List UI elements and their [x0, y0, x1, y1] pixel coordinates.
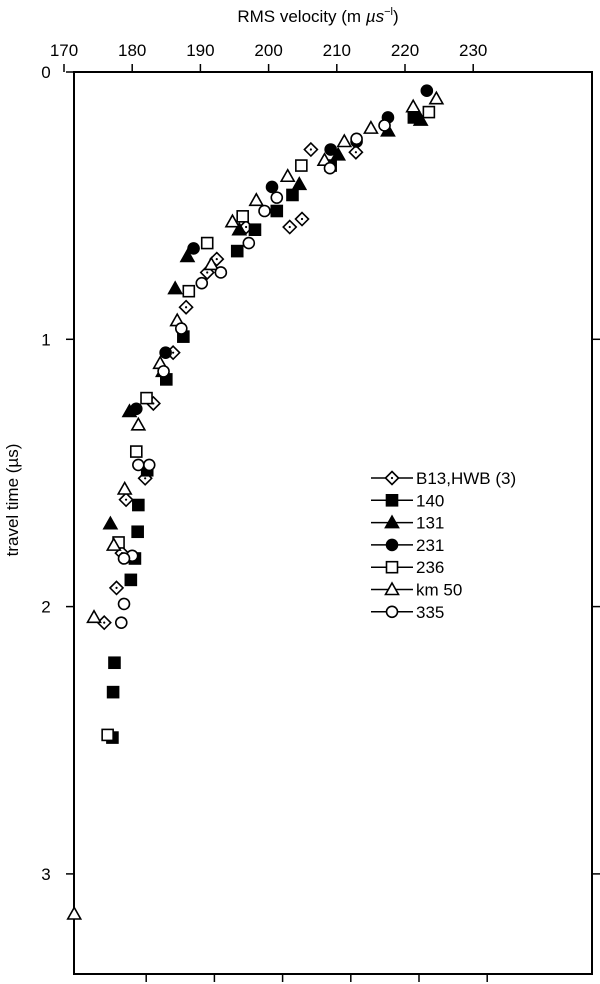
legend-label: 236	[416, 558, 444, 577]
series-335	[114, 119, 391, 629]
x-tick-label: 190	[186, 41, 214, 60]
series-236	[101, 105, 436, 742]
legend-label: km 50	[416, 581, 462, 600]
legend-label: 131	[416, 514, 444, 533]
x-tick-label: 210	[323, 41, 351, 60]
legend-item: 131	[371, 514, 444, 533]
legend-label: B13,HWB (3)	[416, 469, 516, 488]
data-points	[66, 84, 445, 920]
plot-frame	[73, 71, 593, 975]
legend-label: 231	[416, 536, 444, 555]
legend-label: 140	[416, 491, 444, 510]
legend-label: 335	[416, 603, 444, 622]
x-tick-label: 200	[254, 41, 282, 60]
x-tick-label: 220	[391, 41, 419, 60]
y-axis-ticks: 0 1 2 3	[41, 63, 600, 884]
y-axis-title: travel time (µs)	[3, 444, 22, 557]
x-tick-label: 180	[118, 41, 146, 60]
legend-item: 231	[371, 536, 444, 555]
y-tick-label: 1	[41, 330, 50, 349]
series-231	[129, 84, 434, 416]
x-tick-label: 170	[50, 41, 78, 60]
x-axis-ticks: 170 180 190 200 210 220 230	[50, 41, 488, 982]
series-km-50	[66, 90, 445, 920]
legend-item: km 50	[371, 581, 462, 600]
x-tick-label: 230	[459, 41, 487, 60]
y-tick-label: 2	[41, 598, 50, 617]
legend-item: B13,HWB (3)	[371, 469, 516, 488]
legend-item: 140	[371, 491, 444, 510]
legend: B13,HWB (3) 140 131 231 236 km 50 335	[371, 469, 516, 622]
y-tick-label: 0	[41, 63, 50, 82]
legend-item: 335	[371, 603, 444, 622]
legend-item: 236	[371, 558, 444, 577]
y-tick-label: 3	[41, 865, 50, 884]
x-axis-title: RMS velocity (m µs−l)	[237, 6, 398, 26]
